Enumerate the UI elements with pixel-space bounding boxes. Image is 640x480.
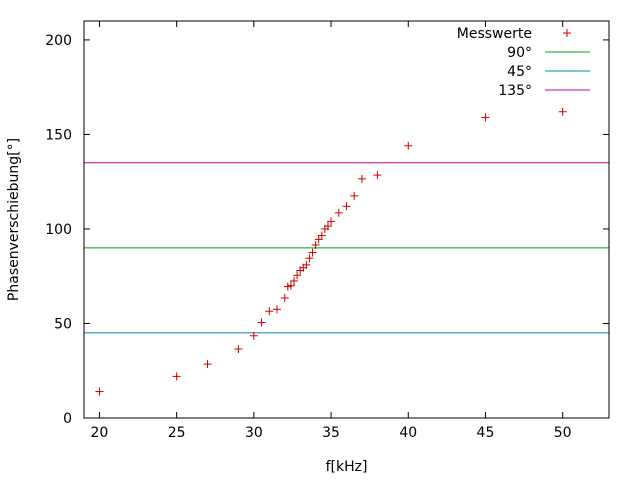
y-axis-label: Phasenverschiebung[°] bbox=[6, 138, 22, 301]
data-point bbox=[311, 241, 320, 250]
x-tick-label: 50 bbox=[554, 425, 572, 441]
legend-item: 135° bbox=[498, 83, 590, 99]
data-point bbox=[342, 202, 351, 211]
data-point bbox=[357, 174, 366, 183]
y-tick-label: 0 bbox=[63, 411, 72, 427]
data-point bbox=[234, 344, 243, 353]
legend-label: 135° bbox=[498, 83, 532, 99]
x-tick-label: 20 bbox=[91, 425, 109, 441]
legend-label: 90° bbox=[507, 45, 532, 61]
measurement-points bbox=[95, 107, 567, 396]
x-tick-label: 30 bbox=[245, 425, 263, 441]
data-point bbox=[308, 248, 317, 257]
x-tick-label: 40 bbox=[399, 425, 417, 441]
data-point bbox=[350, 191, 359, 200]
data-point bbox=[317, 231, 326, 240]
data-point bbox=[334, 208, 343, 217]
legend-label: Messwerte bbox=[457, 26, 532, 42]
x-tick-label: 25 bbox=[168, 425, 186, 441]
legend-item: Messwerte bbox=[457, 26, 571, 42]
data-point bbox=[249, 331, 258, 340]
data-point bbox=[373, 171, 382, 180]
legend-label: 45° bbox=[507, 64, 532, 80]
reference-lines bbox=[84, 162, 609, 334]
data-point bbox=[280, 293, 289, 302]
legend-item: 45° bbox=[507, 64, 590, 80]
data-point bbox=[323, 222, 332, 231]
x-tick-label: 35 bbox=[322, 425, 340, 441]
axis-ticks: 20 25 30 35 40 45 50 0 50 100 150 200 bbox=[45, 21, 609, 441]
data-point bbox=[172, 372, 181, 381]
legend-item: 90° bbox=[507, 45, 590, 61]
y-tick-label: 200 bbox=[45, 33, 72, 49]
data-point bbox=[293, 271, 302, 280]
data-point bbox=[203, 360, 212, 369]
data-point bbox=[327, 217, 336, 226]
x-axis-label: f[kHz] bbox=[326, 459, 368, 475]
data-point bbox=[286, 281, 295, 290]
data-point bbox=[265, 307, 274, 316]
plot-frame bbox=[83, 20, 610, 419]
y-tick-label: 100 bbox=[45, 222, 72, 238]
data-point bbox=[305, 254, 314, 263]
data-point bbox=[481, 113, 490, 122]
data-point bbox=[302, 260, 311, 269]
data-point bbox=[95, 387, 104, 396]
y-tick-label: 50 bbox=[54, 316, 72, 332]
x-tick-label: 45 bbox=[477, 425, 495, 441]
y-tick-label: 150 bbox=[45, 127, 72, 143]
data-point bbox=[273, 305, 282, 314]
data-point bbox=[404, 141, 413, 150]
data-point bbox=[257, 318, 266, 327]
legend: Messwerte 90° 45° 135° bbox=[457, 26, 590, 99]
data-point bbox=[290, 276, 298, 285]
data-point bbox=[558, 107, 567, 116]
